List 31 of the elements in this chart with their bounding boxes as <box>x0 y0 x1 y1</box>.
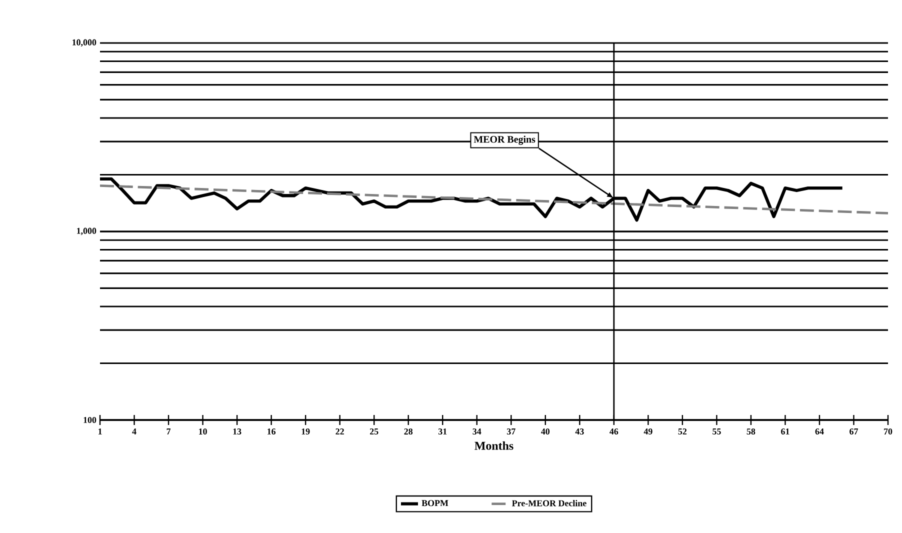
legend-label: Pre-MEOR Decline <box>512 500 586 506</box>
annotation: MEOR Begins <box>474 136 536 145</box>
x-tick-label: 61 <box>781 428 790 435</box>
x-tick-label: 43 <box>575 428 584 435</box>
x-tick-label: 4 <box>132 428 136 434</box>
x-tick-label: 13 <box>233 428 242 435</box>
x-tick-label: 34 <box>472 428 482 435</box>
x-tick-label: 55 <box>712 428 721 434</box>
x-tick-label: 16 <box>268 428 276 435</box>
x-axis-title: Months <box>474 441 514 450</box>
y-tick-label: 1,000 <box>77 228 96 236</box>
x-tick-label: 25 <box>370 428 378 435</box>
legend-label: BOPM <box>422 500 448 506</box>
x-tick-label: 70 <box>884 428 892 435</box>
x-tick-label: 22 <box>336 428 344 434</box>
x-tick-label: 37 <box>506 428 516 435</box>
x-tick-label: 40 <box>541 428 550 435</box>
y-tick-label: 100 <box>84 416 96 424</box>
x-tick-label: 46 <box>610 428 618 435</box>
x-tick-label: 7 <box>166 428 171 434</box>
x-tick-label: 49 <box>644 428 652 435</box>
x-tick-label: 1 <box>98 428 102 434</box>
x-tick-label: 64 <box>815 428 824 435</box>
x-tick-label: 31 <box>438 428 447 435</box>
x-tick-label: 67 <box>850 428 858 435</box>
x-tick-label: 58 <box>746 428 756 435</box>
x-tick-label: 52 <box>678 428 687 435</box>
x-tick-label: 10 <box>199 428 207 435</box>
y-tick-label: 10,000 <box>72 39 96 47</box>
x-tick-label: 28 <box>404 428 413 435</box>
x-tick-label: 19 <box>302 428 310 435</box>
